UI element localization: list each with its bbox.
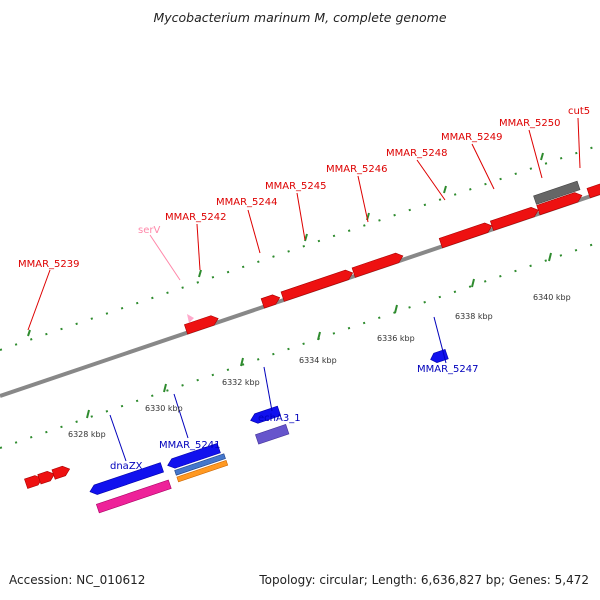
reverse-gene-labels: dnaZX MMAR_5241 echA3_1 MMAR_5247: [110, 364, 479, 472]
gene-arrow[interactable]: [37, 469, 56, 485]
leader-line: [173, 393, 189, 439]
upper-tick-row: [0, 144, 600, 351]
leader-line: [296, 192, 306, 241]
reverse-strand-genes: [88, 348, 449, 514]
topology-text: Topology: circular; Length: 6,636,827 bp…: [259, 573, 589, 587]
gene-label[interactable]: MMAR_5248: [386, 148, 448, 159]
gene-label[interactable]: MMAR_5242: [165, 212, 227, 223]
lower-major-tick: [471, 278, 475, 288]
leader-line: [528, 129, 543, 179]
pseudogene-block[interactable]: [533, 180, 581, 205]
leader-lines: [27, 117, 581, 462]
misc-feature-block[interactable]: [176, 460, 229, 483]
gene-arrow[interactable]: [249, 405, 282, 425]
accession-text: Accession: NC_010612: [9, 573, 146, 587]
gene-label[interactable]: MMAR_5239: [18, 259, 80, 270]
lower-major-tick: [317, 331, 321, 341]
gene-label[interactable]: MMAR_5245: [265, 181, 327, 192]
gene-label[interactable]: serV: [138, 225, 160, 236]
scale-label: 6334 kbp: [299, 356, 337, 365]
leader-line: [109, 414, 127, 462]
scale-label: 6336 kbp: [377, 334, 415, 343]
gene-arrow[interactable]: [88, 462, 164, 497]
gene-arrow[interactable]: [429, 348, 449, 364]
forward-gene-labels: MMAR_5239 MMAR_5242 MMAR_5244 MMAR_5245 …: [18, 106, 590, 270]
leader-line: [27, 269, 51, 331]
gene-arrow[interactable]: [166, 442, 221, 470]
scale-label: 6340 kbp: [533, 293, 571, 302]
leader-line: [416, 159, 446, 201]
gene-label[interactable]: MMAR_5249: [441, 132, 503, 143]
leader-line: [149, 234, 181, 281]
lower-major-tick: [394, 304, 398, 314]
gene-arrow[interactable]: [351, 251, 404, 278]
gene-arrow[interactable]: [586, 177, 600, 199]
lower-major-tick: [163, 383, 167, 393]
leader-line: [196, 223, 201, 271]
misc-feature-block[interactable]: [174, 453, 226, 476]
gene-label[interactable]: MMAR_5241: [159, 440, 221, 451]
scale-label: 6330 kbp: [145, 404, 183, 413]
leader-line: [433, 316, 447, 364]
lower-major-tick: [548, 252, 552, 262]
upper-major-tick: [304, 233, 308, 242]
gene-arrow[interactable]: [438, 221, 493, 249]
upper-major-tick: [27, 329, 31, 337]
scale-label: 6338 kbp: [455, 312, 493, 321]
scale-label: 6332 kbp: [222, 378, 260, 387]
leader-line: [577, 117, 581, 169]
map-title: Mycobacterium marinum M, complete genome: [153, 10, 447, 25]
scale-labels: 6328 kbp 6330 kbp 6332 kbp 6334 kbp 6336…: [68, 293, 571, 439]
gene-label[interactable]: MMAR_5247: [417, 364, 479, 375]
gene-label[interactable]: dnaZX: [110, 461, 143, 472]
gene-arrow[interactable]: [489, 205, 540, 231]
gene-arrow[interactable]: [184, 314, 219, 335]
rrna-block[interactable]: [95, 479, 172, 514]
lower-tick-row: [0, 241, 600, 449]
lower-major-tick: [240, 357, 244, 367]
gene-arrow[interactable]: [51, 464, 71, 480]
leader-line: [247, 209, 261, 254]
upper-dot-track: [0, 144, 600, 351]
misc-feature-block[interactable]: [255, 424, 290, 445]
trna-marker[interactable]: [187, 314, 194, 323]
leader-line: [471, 143, 495, 190]
leader-line: [263, 366, 273, 412]
lower-major-tick: [86, 409, 90, 419]
upper-major-tick: [198, 269, 202, 278]
leader-line: [357, 175, 369, 223]
gene-arrow[interactable]: [260, 293, 281, 309]
forward-strand-genes: [24, 177, 600, 489]
lower-dot-track: [0, 241, 600, 449]
gene-arrow[interactable]: [280, 268, 354, 302]
gene-label[interactable]: echA3_1: [258, 413, 301, 424]
upper-major-tick: [443, 185, 447, 194]
gene-label[interactable]: cut5: [568, 106, 590, 117]
scale-label: 6328 kbp: [68, 430, 106, 439]
trna-labels: serV: [138, 225, 160, 236]
gene-label[interactable]: MMAR_5244: [216, 197, 278, 208]
gene-label[interactable]: MMAR_5250: [499, 118, 561, 129]
gene-arrow[interactable]: [536, 191, 584, 216]
upper-major-tick: [540, 152, 544, 161]
gene-label[interactable]: MMAR_5246: [326, 164, 388, 175]
